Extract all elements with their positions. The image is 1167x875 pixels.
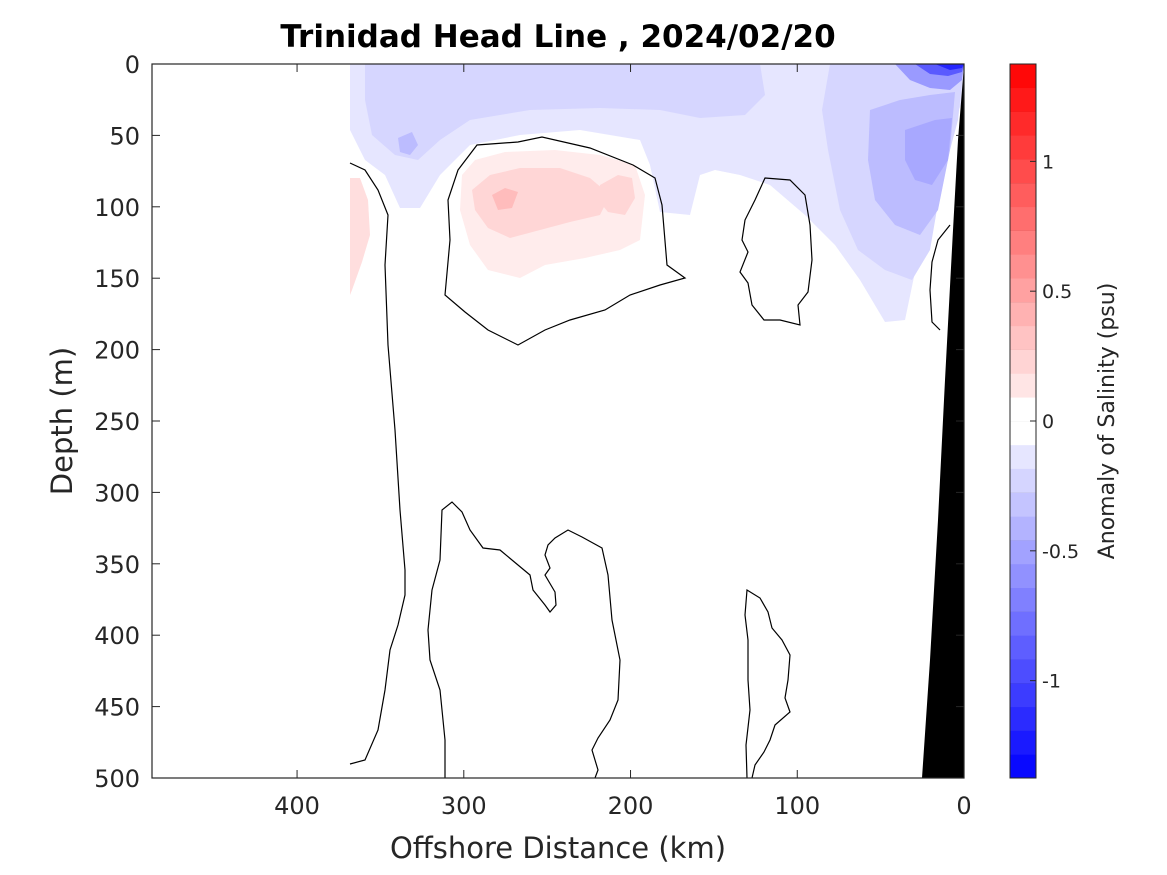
colorbar-band xyxy=(1010,587,1036,612)
colorbar-band xyxy=(1010,444,1036,469)
colorbar xyxy=(1010,63,1036,779)
x-tick-label: 300 xyxy=(441,792,487,820)
y-tick-label: 200 xyxy=(94,337,140,365)
x-tick-label: 100 xyxy=(774,792,820,820)
colorbar-band xyxy=(1010,325,1036,350)
zero-contour-lines xyxy=(349,136,951,778)
y-tick-label: 350 xyxy=(94,551,140,579)
colorbar-band xyxy=(1010,63,1036,89)
colorbar-band xyxy=(1010,278,1036,303)
contour-fill-salty-level-3 xyxy=(492,188,518,210)
colorbar-band xyxy=(1010,373,1036,398)
colorbar-tick-label: -0.5 xyxy=(1042,541,1079,563)
colorbar-band xyxy=(1010,658,1036,684)
y-tick-label: 450 xyxy=(94,694,140,722)
colorbar-band xyxy=(1010,158,1036,184)
colorbar-label: Anomaly of Salinity (psu) xyxy=(1095,283,1120,560)
colorbar-tick-label: 0 xyxy=(1042,411,1054,433)
colorbar-band xyxy=(1010,135,1036,160)
contour-fill-fresh-nearshore-3 xyxy=(905,118,952,185)
colorbar-band xyxy=(1010,516,1036,541)
colorbar-tick-label: 0.5 xyxy=(1042,281,1072,303)
y-tick-label: 500 xyxy=(94,765,140,793)
zero-contour-deep-west xyxy=(427,501,621,778)
colorbar-band xyxy=(1010,706,1036,731)
colorbar-band xyxy=(1010,420,1036,446)
contour-fill-salty-offshore-edge xyxy=(350,178,370,295)
y-axis-label: Depth (m) xyxy=(45,347,79,495)
contour-fill-fresh-level-2 xyxy=(365,64,765,160)
zero-contour-deep-east xyxy=(744,588,791,778)
colorbar-band xyxy=(1010,492,1036,517)
zero-contour-offshore-meander xyxy=(349,162,406,765)
y-tick-label: 400 xyxy=(94,622,140,650)
contour-fill-salty-level-2b xyxy=(598,175,635,215)
colorbar-band xyxy=(1010,230,1036,255)
x-tick-label: 200 xyxy=(608,792,654,820)
y-axis: 0 50 100 150 200 250 300 350 400 450 500 xyxy=(94,51,964,793)
contour-fill-fresh-offshore-patch xyxy=(398,132,418,155)
colorbar-band xyxy=(1010,730,1036,755)
colorbar-band xyxy=(1010,754,1036,779)
colorbar-tick-label: -1 xyxy=(1042,671,1061,693)
x-tick-label: 400 xyxy=(274,792,320,820)
chart-title: Trinidad Head Line , 2024/02/20 xyxy=(280,19,835,55)
colorbar-band xyxy=(1010,349,1036,374)
y-tick-label: 0 xyxy=(125,51,140,79)
colorbar-band xyxy=(1010,206,1036,231)
y-tick-label: 50 xyxy=(109,122,140,150)
zero-contour-shelf-edge xyxy=(929,224,951,331)
colorbar-band xyxy=(1010,397,1036,422)
x-axis: 400 300 200 100 0 xyxy=(274,64,972,820)
colorbar-band xyxy=(1010,682,1036,708)
filled-contours xyxy=(350,64,964,322)
x-tick-label: 0 xyxy=(956,792,971,820)
colorbar-band xyxy=(1010,611,1036,636)
contour-fill-surface-fresh-band xyxy=(350,64,964,322)
colorbar-band xyxy=(1010,182,1036,208)
colorbar-band xyxy=(1010,254,1036,279)
contour-fill-coastal-surface-extreme xyxy=(935,64,964,70)
contour-fill-salty-level-2 xyxy=(472,168,610,238)
bathymetry-wedge xyxy=(922,66,964,778)
y-tick-label: 300 xyxy=(94,479,140,507)
colorbar-band xyxy=(1010,563,1036,589)
y-tick-label: 150 xyxy=(94,265,140,293)
x-axis-label: Offshore Distance (km) xyxy=(390,831,726,865)
colorbar-band xyxy=(1010,301,1036,327)
colorbar-band xyxy=(1010,635,1036,660)
colorbar-ticks: 1 0.5 0 -0.5 -1 xyxy=(1030,151,1079,693)
colorbar-tick-label: 1 xyxy=(1042,151,1054,173)
colorbar-band xyxy=(1010,111,1036,136)
colorbar-band xyxy=(1010,468,1036,493)
colorbar-band xyxy=(1010,87,1036,112)
y-tick-label: 250 xyxy=(94,408,140,436)
colorbar-band xyxy=(1010,539,1036,565)
zero-contour-nearshore-lens xyxy=(739,177,813,326)
y-tick-label: 100 xyxy=(94,194,140,222)
zero-contour-salty-core-outline xyxy=(444,136,687,346)
